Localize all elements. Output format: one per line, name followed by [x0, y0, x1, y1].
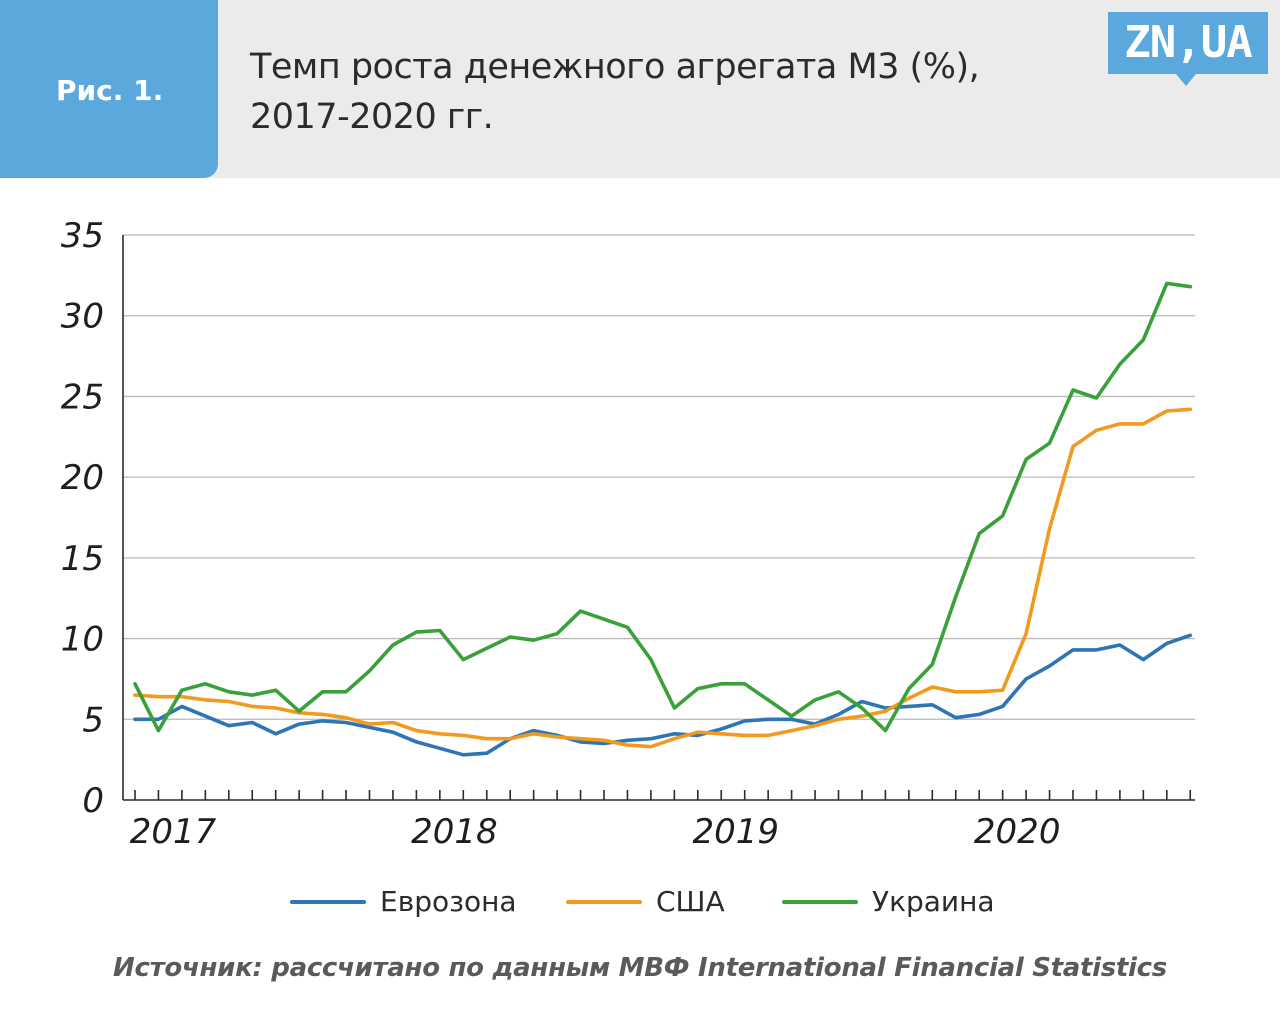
line-chart: 0 5 10 15 20 25 30 35 2017 2018 2019 2020: [61, 216, 1195, 852]
y-tick-label: 15: [61, 539, 104, 579]
series-line-eurozone[interactable]: [133, 633, 1193, 757]
y-tick-label: 5: [82, 700, 104, 740]
source-note: Источник: рассчитано по данным МВФ Inter…: [113, 953, 1167, 983]
legend-swatch-usa: [566, 900, 642, 904]
chart-legend: Еврозона США Украина: [0, 884, 1280, 920]
header-band: Рис. 1. Темп роста денежного агрегата М3…: [0, 0, 1280, 178]
legend-label-ukraine: Украина: [872, 885, 995, 918]
legend-label-usa: США: [656, 885, 725, 918]
figure-label: Рис. 1.: [56, 74, 164, 107]
y-tick-label: 10: [61, 620, 104, 660]
series-line-ukraine[interactable]: [133, 281, 1193, 733]
zn-ua-logo[interactable]: ZN,UA: [1108, 12, 1268, 86]
chart-title-line1: Темп роста денежного агрегата М3 (%),: [250, 47, 980, 87]
y-axis-ticks: 0 5 10 15 20 25 30 35: [61, 216, 104, 821]
y-tick-label: 0: [82, 781, 104, 821]
logo-text: ZN,UA: [1124, 17, 1252, 68]
x-tick-label: 2017: [130, 812, 217, 852]
chart-title: Темп роста денежного агрегата М3 (%), 20…: [250, 42, 1010, 142]
y-tick-label: 25: [61, 377, 104, 417]
y-tick-label: 20: [61, 458, 104, 498]
x-axis-ticks: 2017 2018 2019 2020: [130, 812, 1061, 852]
gridlines: [123, 234, 1195, 720]
series-line-usa[interactable]: [133, 407, 1193, 749]
legend-label-eurozone: Еврозона: [380, 885, 517, 918]
figure-tab: Рис. 1.: [0, 0, 218, 178]
x-axis: [122, 235, 1195, 801]
legend-swatch-ukraine: [782, 900, 858, 904]
y-tick-label: 30: [61, 297, 104, 337]
x-tick-label: 2019: [693, 812, 780, 852]
x-tick-label: 2018: [411, 812, 498, 852]
legend-swatch-eurozone: [290, 900, 366, 904]
chart-title-line2: 2017-2020 гг.: [250, 97, 494, 137]
x-tick-label: 2020: [974, 812, 1061, 852]
series-lines: [133, 281, 1193, 757]
y-tick-label: 35: [61, 216, 104, 256]
